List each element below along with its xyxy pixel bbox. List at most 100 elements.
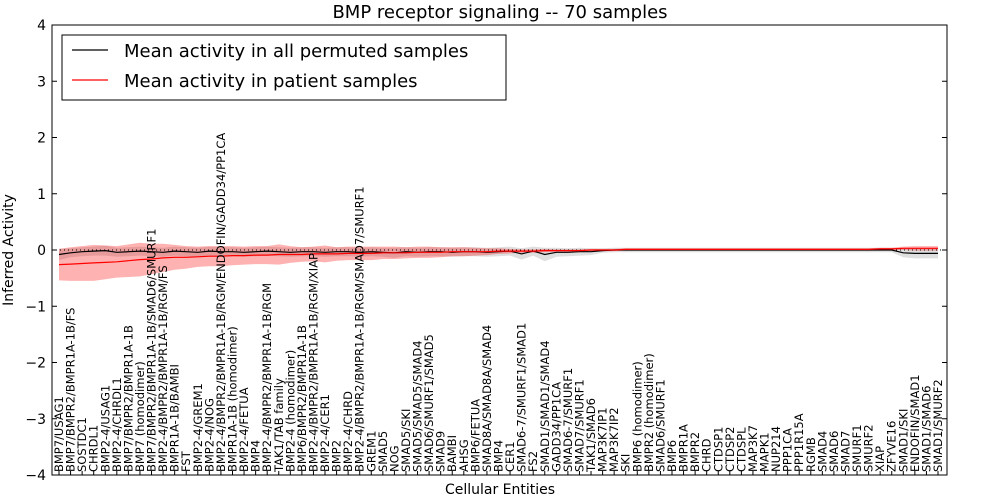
x-tick-label: SMAD5/SKI — [399, 409, 413, 472]
x-tick-label: SMAD6 — [827, 431, 841, 472]
x-tick-label: BMP6/BMPR2/BMPR1A-1B — [295, 325, 309, 472]
x-tick-label: BMP2 — [330, 440, 344, 472]
y-tick-label: 1 — [37, 187, 46, 203]
x-tick-label: BMPR1A-1B/BAMBI — [168, 364, 182, 472]
chart-title: BMP receptor signaling -- 70 samples — [332, 2, 667, 23]
x-tick-label: BMPR2 (homodimer) — [642, 353, 656, 472]
x-tick-label: BAMBI — [445, 435, 459, 472]
x-tick-label: AHSG — [457, 439, 471, 472]
x-tick-label: BMP2-4/BMPR2/BMPR1A-1B/RGM/FS — [156, 265, 170, 472]
x-tick-label: BMP2-4 (homodimer) — [283, 350, 297, 472]
x-tick-label: GADD34/PP1CA — [549, 382, 563, 472]
x-tick-label: MAPK1 — [758, 432, 772, 472]
x-axis-label: Cellular Entities — [445, 482, 555, 498]
x-tick-label: CTDSPL — [734, 427, 748, 472]
x-tick-label: RGMB — [804, 437, 818, 472]
x-tick-label: FST — [179, 450, 193, 472]
x-tick-label: MAP3K7IP1 — [596, 407, 610, 472]
x-tick-label: BMP7/BMPR2/BMPR1A-1B/FS — [64, 308, 78, 472]
x-tick-label: XIAP — [873, 446, 887, 472]
x-tick-label: NOG — [387, 445, 401, 472]
y-tick-label: 3 — [37, 74, 46, 90]
legend: Mean activity in all permuted samples Me… — [61, 34, 507, 101]
y-tick-label: −4 — [25, 468, 46, 484]
x-tick-label: BMP2-4/FETUA — [237, 387, 251, 472]
plot-frame — [51, 24, 948, 476]
x-tick-label: BMPR2 — [688, 432, 702, 472]
x-tick-label: GREM1 — [364, 431, 378, 472]
x-tick-label: BMP2-4/CER1 — [318, 394, 332, 472]
x-tick-label: ENDOFIN/SMAD1 — [908, 374, 922, 472]
x-tick-label: SMURF1 — [850, 424, 864, 472]
y-ticks: −4 −3 −2 −1 0 1 2 3 4 — [25, 18, 947, 484]
x-tick-label: BMP7 (homodimer) — [133, 361, 147, 472]
x-tick-label: CTDSP2 — [723, 427, 737, 472]
x-tick-label: BMP7/BMPR2/BMPR1A-1B/SMAD6/SMURF1 — [145, 229, 159, 472]
x-tick-label: MAP3K7IP2 — [607, 407, 621, 472]
x-tick-label: SMAD1/SMURF2 — [931, 379, 945, 472]
x-tick-label: BMP6 — [665, 440, 679, 472]
x-tick-labels: BMP7/USAG1BMP7/BMPR2/BMPR1A-1B/FSSOSTDC1… — [52, 133, 945, 475]
x-tick-label: SOSTDC1 — [75, 417, 89, 472]
band-series-1 — [59, 242, 938, 281]
x-tick-label: BMP7/USAG1 — [52, 396, 66, 472]
x-tick-label: TAK1/SMAD6 — [584, 398, 598, 473]
x-tick-label: TAK1/TAB family — [272, 378, 286, 473]
x-tick-label: BMP2-4/NOG — [202, 398, 216, 472]
x-tick-label: SMAD6-7/SMURF1/SMAD1 — [515, 323, 529, 472]
x-tick-label: BMP2-4/BMPR2/BMPR1A-1B/RGM/ENDOFIN/GADD3… — [214, 133, 228, 472]
x-tick-label: SMAD7 — [838, 431, 852, 472]
x-tick-label: BMP2-4/GREM1 — [191, 383, 205, 472]
x-tick-label: SMAD1/SMAD1/SMAD4 — [538, 340, 552, 472]
x-tick-label: BMP2-4/BMPR2/BMPR1A-1B/RGM — [260, 283, 274, 472]
x-tick-label: BMP2-4/CHRD — [341, 391, 355, 472]
y-tick-label: 4 — [37, 18, 46, 34]
x-tick-label: SMAD1/SMAD6 — [919, 386, 933, 472]
x-tick-label: SMAD9 — [434, 431, 448, 472]
x-tick-label: BMP6 (homodimer) — [630, 361, 644, 472]
y-tick-label: 2 — [37, 131, 46, 147]
x-tick-label: SMAD6/SMURF1/SMAD5 — [422, 334, 436, 472]
x-tick-label: BMP4 — [492, 440, 506, 472]
x-tick-label: ZFYVE16 — [885, 421, 899, 472]
x-tick-label: SMAD6/SMURF1 — [653, 379, 667, 472]
x-tick-label: BMPR1A-1B (homodimer) — [225, 326, 239, 472]
x-tick-label: BMP2-4/CHRDL1 — [110, 377, 124, 472]
x-tick-label: CHRDL1 — [87, 425, 101, 472]
x-tick-label: FS2 — [526, 451, 540, 472]
x-tick-label: SMAD4 — [815, 431, 829, 472]
legend-box — [61, 34, 507, 101]
series-line-1 — [58, 247, 938, 266]
x-tick-label: PPP1R15A — [792, 413, 806, 472]
x-tick-label: NUP214 — [769, 426, 783, 472]
x-tick-label: SMAD6-7/SMURF1 — [561, 368, 575, 472]
x-tick-label: BMP6/FETUA — [468, 399, 482, 472]
series-lines — [58, 247, 938, 266]
x-tick-label: PPP1CA — [781, 428, 795, 472]
x-tick-label: BMP7/BMPR2/BMPR1A-1B — [121, 325, 135, 472]
x-tick-label: CTDSP1 — [711, 427, 725, 472]
x-tick-label: CER1 — [503, 441, 517, 472]
x-tick-label: SMURF2 — [862, 424, 876, 472]
x-tick-label: BMP2-4/BMPR2/BMPR1A-1B/RGM/SMAD7/SMURF1 — [353, 186, 367, 472]
x-tick-label: BMP2-4/BMPR2/BMPR1A-1B/RGM/XIAP — [306, 253, 320, 472]
legend-label-patient: Mean activity in patient samples — [124, 71, 418, 92]
x-tick-label: MAP3K7 — [746, 425, 760, 472]
x-tick-label: SMAD5/SMAD5/SMAD4 — [411, 340, 425, 472]
x-tick-label: SMAD8A/SMAD8A/SMAD4 — [480, 325, 494, 472]
y-axis-label: Inferred Activity — [1, 194, 17, 306]
y-tick-label: 0 — [37, 243, 46, 259]
y-tick-label: −2 — [25, 356, 46, 372]
x-tick-label: BMP4 — [249, 440, 263, 472]
y-tick-label: −1 — [25, 299, 46, 315]
x-tick-label: BMP2-4/USAG1 — [98, 385, 112, 472]
legend-label-permuted: Mean activity in all permuted samples — [124, 41, 468, 62]
confidence-bands — [59, 242, 938, 281]
x-tick-label: SMAD5 — [376, 431, 390, 472]
x-tick-label: BMPR1A — [677, 424, 691, 472]
y-tick-label: −3 — [25, 412, 46, 428]
x-tick-label: SKI — [619, 454, 633, 472]
x-tick-label: SMAD1/SKI — [896, 409, 910, 472]
x-tick-label: CHRD — [700, 438, 714, 472]
